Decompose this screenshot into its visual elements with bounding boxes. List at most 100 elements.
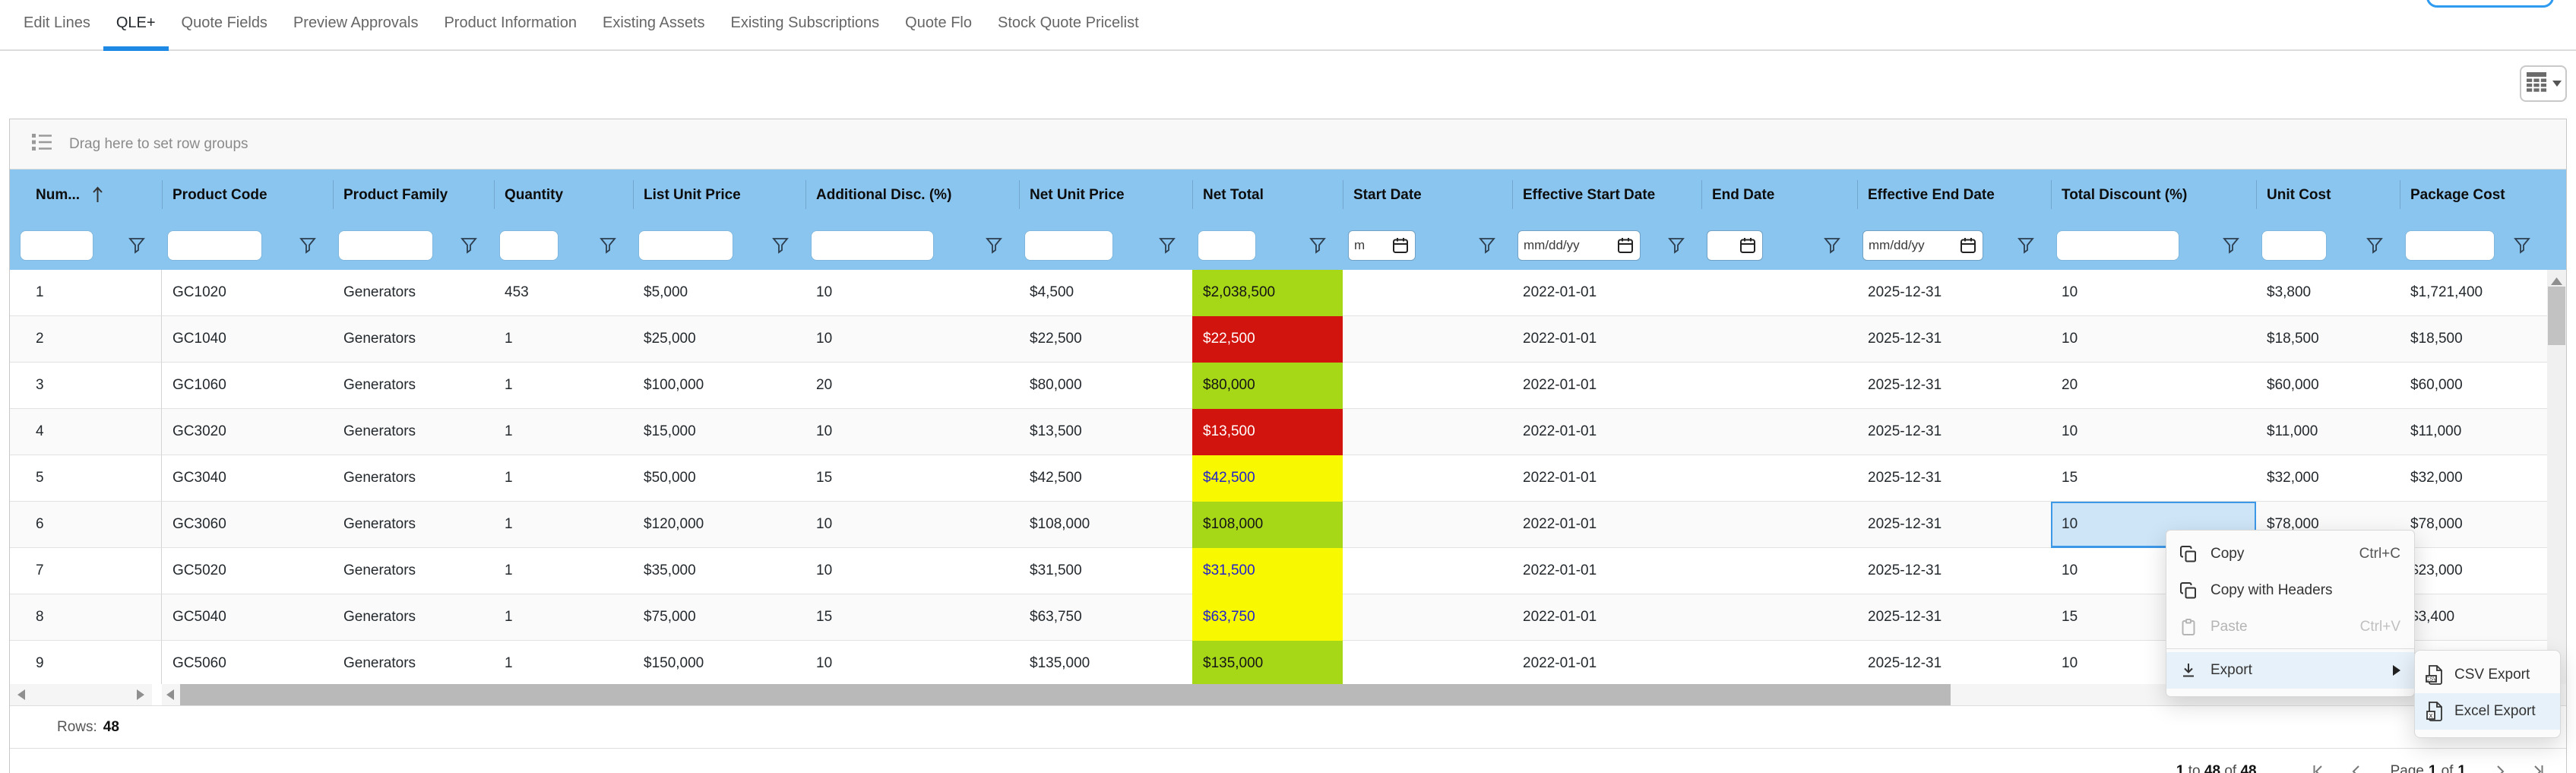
cell-effective-start-date[interactable]: 2022-01-01	[1512, 363, 1701, 409]
scroll-left-arrow-icon[interactable]	[166, 689, 174, 700]
cell-net-unit-price[interactable]: $42,500	[1019, 455, 1192, 502]
cell-net-total-green[interactable]: $108,000	[1192, 502, 1343, 548]
cell-total-discount[interactable]: 10	[2051, 316, 2256, 363]
filter-funnel-icon[interactable]	[1668, 237, 1685, 254]
effective-start-date-filter-date-input[interactable]: mm/dd/yy	[1518, 230, 1640, 260]
cell-list-unit-price[interactable]: $150,000	[633, 641, 805, 684]
tab-preview-approvals[interactable]: Preview Approvals	[293, 14, 419, 31]
cell-net-unit-price[interactable]: $135,000	[1019, 641, 1192, 684]
cell-unit-cost[interactable]: $18,500	[2256, 316, 2400, 363]
filter-funnel-icon[interactable]	[1159, 237, 1176, 254]
tab-quote-flo[interactable]: Quote Flo	[905, 14, 972, 31]
cell-quantity[interactable]: 1	[494, 409, 633, 455]
cell-net-unit-price[interactable]: $4,500	[1019, 270, 1192, 316]
cell-package-cost[interactable]: $18,500	[2400, 316, 2547, 363]
cell-quantity[interactable]: 1	[494, 363, 633, 409]
column-header-num[interactable]: Num...	[10, 169, 162, 220]
cell-quantity[interactable]: 1	[494, 641, 633, 684]
column-header-net-unit-price[interactable]: Net Unit Price	[1019, 169, 1192, 220]
cell-product-code[interactable]: GC1040	[162, 316, 333, 363]
cell-effective-start-date[interactable]: 2022-01-01	[1512, 548, 1701, 594]
filter-funnel-icon[interactable]	[299, 237, 316, 254]
row-group-drop-zone[interactable]: Drag here to set row groups	[10, 119, 2566, 169]
filter-funnel-icon[interactable]	[2017, 237, 2034, 254]
filter-funnel-icon[interactable]	[600, 237, 616, 254]
cell-additional-disc[interactable]: 15	[805, 594, 1019, 641]
filter-funnel-icon[interactable]	[986, 237, 1002, 254]
cell-start-date[interactable]	[1343, 502, 1512, 548]
cell-start-date[interactable]	[1343, 270, 1512, 316]
cell-list-unit-price[interactable]: $120,000	[633, 502, 805, 548]
cell-net-unit-price[interactable]: $63,750	[1019, 594, 1192, 641]
cell-unit-cost[interactable]: $60,000	[2256, 363, 2400, 409]
cell-effective-end-date[interactable]: 2025-12-31	[1857, 270, 2051, 316]
cell-start-date[interactable]	[1343, 594, 1512, 641]
package-cost-filter-input[interactable]	[2406, 230, 2494, 260]
quantity-filter-input[interactable]	[500, 230, 558, 260]
scroll-right-arrow-icon[interactable]	[137, 689, 144, 700]
cell-num[interactable]: 3	[10, 363, 162, 409]
filter-funnel-icon[interactable]	[2223, 237, 2239, 254]
cell-total-discount[interactable]: 10	[2051, 641, 2256, 684]
cell-effective-start-date[interactable]: 2022-01-01	[1512, 316, 1701, 363]
cell-net-unit-price[interactable]: $108,000	[1019, 502, 1192, 548]
cell-effective-start-date[interactable]: 2022-01-01	[1512, 409, 1701, 455]
cell-net-total-red[interactable]: $13,500	[1192, 409, 1343, 455]
cell-net-total-yellow[interactable]: $31,500	[1192, 548, 1343, 594]
filter-funnel-icon[interactable]	[2514, 237, 2530, 254]
cell-start-date[interactable]	[1343, 316, 1512, 363]
submenu-item-excel-export[interactable]: x Excel Export	[2415, 693, 2560, 730]
cell-start-date[interactable]	[1343, 548, 1512, 594]
cell-list-unit-price[interactable]: $25,000	[633, 316, 805, 363]
product-code-filter-input[interactable]	[168, 230, 261, 260]
cell-list-unit-price[interactable]: $50,000	[633, 455, 805, 502]
column-header-effective-start-date[interactable]: Effective Start Date	[1512, 169, 1701, 220]
column-header-list-unit-price[interactable]: List Unit Price	[633, 169, 805, 220]
vertical-scrollbar[interactable]	[2547, 270, 2566, 684]
cell-additional-disc[interactable]: 10	[805, 316, 1019, 363]
product-family-filter-input[interactable]	[339, 230, 432, 260]
submenu-item-csv-export[interactable]: CSV CSV Export	[2415, 657, 2560, 693]
cell-product-code[interactable]: GC5060	[162, 641, 333, 684]
cell-product-family[interactable]: Generators	[333, 363, 494, 409]
horizontal-scrollbar[interactable]	[10, 684, 2566, 705]
cell-product-family[interactable]: Generators	[333, 548, 494, 594]
cell-package-cost[interactable]: $60,000	[2400, 363, 2547, 409]
cell-quantity[interactable]: 1	[494, 594, 633, 641]
cell-package-cost[interactable]: $3,400	[2400, 594, 2547, 641]
cell-end-date[interactable]	[1701, 270, 1857, 316]
cell-product-family[interactable]: Generators	[333, 316, 494, 363]
next-page-button[interactable]	[2487, 759, 2513, 773]
cell-end-date[interactable]	[1701, 409, 1857, 455]
cell-additional-disc[interactable]: 20	[805, 363, 1019, 409]
filter-funnel-icon[interactable]	[1479, 237, 1495, 254]
column-header-start-date[interactable]: Start Date	[1343, 169, 1512, 220]
cell-end-date[interactable]	[1701, 641, 1857, 684]
cell-quantity[interactable]: 1	[494, 548, 633, 594]
column-header-end-date[interactable]: End Date	[1701, 169, 1857, 220]
cell-additional-disc[interactable]: 10	[805, 270, 1019, 316]
cell-start-date[interactable]	[1343, 641, 1512, 684]
menu-item-copy[interactable]: Copy Ctrl+C	[2166, 536, 2414, 572]
cell-product-family[interactable]: Generators	[333, 594, 494, 641]
cell-package-cost[interactable]: $32,000	[2400, 455, 2547, 502]
horizontal-scroll-thumb[interactable]	[180, 684, 1951, 705]
cell-end-date[interactable]	[1701, 316, 1857, 363]
column-header-unit-cost[interactable]: Unit Cost	[2256, 169, 2400, 220]
cell-package-cost[interactable]: $11,000	[2400, 409, 2547, 455]
cell-additional-disc[interactable]: 15	[805, 455, 1019, 502]
tab-product-information[interactable]: Product Information	[444, 14, 577, 31]
cell-total-discount[interactable]: 20	[2051, 363, 2256, 409]
cell-net-unit-price[interactable]: $13,500	[1019, 409, 1192, 455]
cell-unit-cost[interactable]: $32,000	[2256, 455, 2400, 502]
scroll-up-arrow-icon[interactable]	[2551, 275, 2562, 289]
additional-disc-filter-input[interactable]	[812, 230, 933, 260]
column-settings-button[interactable]	[2520, 65, 2567, 102]
cell-effective-end-date[interactable]: 2025-12-31	[1857, 641, 2051, 684]
cell-num[interactable]: 8	[10, 594, 162, 641]
column-header-package-cost[interactable]: Package Cost	[2400, 169, 2547, 220]
cell-effective-start-date[interactable]: 2022-01-01	[1512, 641, 1701, 684]
cell-total-discount[interactable]: 15	[2051, 455, 2256, 502]
cell-end-date[interactable]	[1701, 455, 1857, 502]
cell-product-code[interactable]: GC5020	[162, 548, 333, 594]
